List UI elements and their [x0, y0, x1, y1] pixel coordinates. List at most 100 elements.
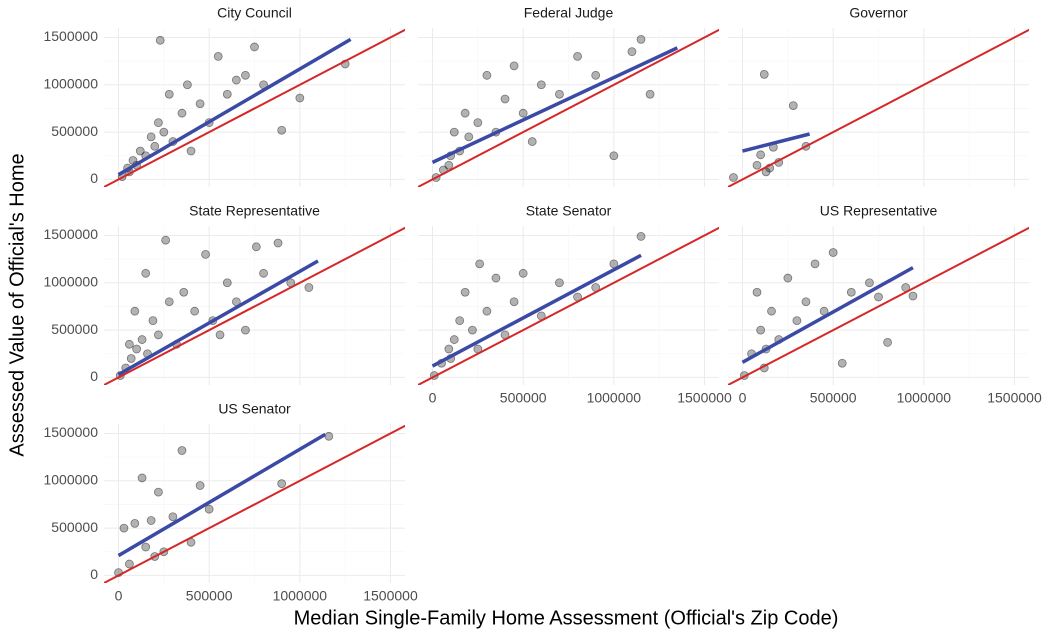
point	[752, 160, 762, 170]
point	[273, 238, 283, 248]
line	[728, 226, 1029, 385]
point	[573, 51, 582, 61]
point	[756, 150, 766, 160]
point	[130, 306, 140, 316]
point	[756, 325, 766, 335]
x-tick-label: 1000000	[897, 390, 952, 406]
panel-title: US Senator	[218, 401, 291, 417]
point	[164, 297, 174, 307]
y-tick-label: 1000000	[43, 273, 98, 289]
point	[259, 268, 268, 278]
y-tick-label: 500000	[51, 321, 98, 337]
point	[277, 125, 287, 135]
point	[190, 306, 200, 316]
point	[141, 268, 151, 278]
point	[231, 75, 241, 85]
point	[788, 101, 798, 111]
point	[141, 542, 151, 552]
point	[801, 297, 811, 307]
point	[460, 108, 470, 118]
point	[536, 80, 546, 90]
point	[177, 446, 187, 455]
y-tick-label: 500000	[51, 123, 98, 139]
point	[195, 99, 205, 109]
point	[155, 35, 165, 45]
plot-area	[418, 226, 719, 385]
point	[124, 339, 134, 349]
x-tick-label: 500000	[810, 390, 857, 406]
point	[518, 268, 528, 278]
point	[729, 173, 738, 182]
point	[177, 108, 187, 118]
point	[195, 481, 205, 490]
y-tick-label: 1000000	[43, 75, 98, 91]
point	[500, 94, 510, 104]
line	[104, 28, 405, 187]
point	[475, 259, 485, 269]
point	[150, 141, 160, 151]
point	[509, 297, 519, 307]
point	[159, 127, 169, 137]
point	[444, 344, 454, 354]
point	[752, 287, 762, 297]
point	[135, 146, 145, 156]
line	[418, 226, 719, 385]
plot-area	[728, 28, 1029, 187]
point	[153, 487, 163, 497]
point	[137, 473, 147, 483]
point	[241, 325, 250, 335]
point	[464, 132, 474, 142]
point	[908, 291, 918, 301]
point	[449, 127, 459, 137]
point	[591, 70, 601, 80]
point	[201, 249, 210, 259]
point	[186, 146, 196, 156]
point	[146, 516, 156, 525]
point	[164, 89, 174, 99]
line	[742, 132, 811, 153]
point	[124, 559, 134, 569]
point	[250, 42, 259, 52]
y-tick-label: 1500000	[43, 424, 98, 440]
panel: US Representative 0 500000 1000000 1500000	[728, 203, 1042, 406]
y-tick-label: 0	[90, 170, 98, 186]
point	[455, 316, 465, 326]
plot-area	[104, 424, 405, 583]
point	[792, 316, 802, 326]
point	[153, 330, 163, 340]
point	[636, 232, 646, 241]
panel-title: Federal Judge	[524, 5, 614, 21]
x-tick-label: 500000	[186, 588, 233, 604]
panel-title: US Representative	[820, 203, 938, 219]
point	[555, 278, 564, 288]
point	[828, 248, 838, 257]
y-tick-label: 1500000	[43, 226, 98, 242]
panel: State Senator 0 500000 1000000 1500000	[418, 203, 732, 406]
line	[728, 28, 1029, 187]
panel: US Senator 0 500000 1000000 1500000 0 500000 10…	[43, 401, 417, 604]
point	[183, 80, 192, 90]
point	[837, 358, 847, 368]
line	[104, 226, 405, 385]
x-tick-label: 1500000	[677, 390, 732, 406]
line	[117, 259, 319, 377]
panel-title: State Representative	[189, 203, 320, 219]
line	[741, 266, 914, 364]
panel: Governor	[728, 5, 1029, 187]
point	[130, 518, 140, 528]
point	[467, 325, 477, 335]
plot-area	[728, 226, 1029, 385]
point	[153, 118, 163, 128]
y-tick-label: 1000000	[43, 471, 98, 487]
point	[874, 292, 883, 302]
point	[460, 287, 470, 297]
line	[431, 253, 642, 368]
point	[527, 137, 537, 146]
y-tick-label: 0	[90, 566, 98, 582]
point	[179, 287, 189, 297]
panel: Federal Judge	[418, 5, 719, 187]
plot-area	[104, 28, 405, 187]
point	[251, 242, 261, 252]
point	[783, 273, 793, 283]
point	[482, 306, 492, 316]
